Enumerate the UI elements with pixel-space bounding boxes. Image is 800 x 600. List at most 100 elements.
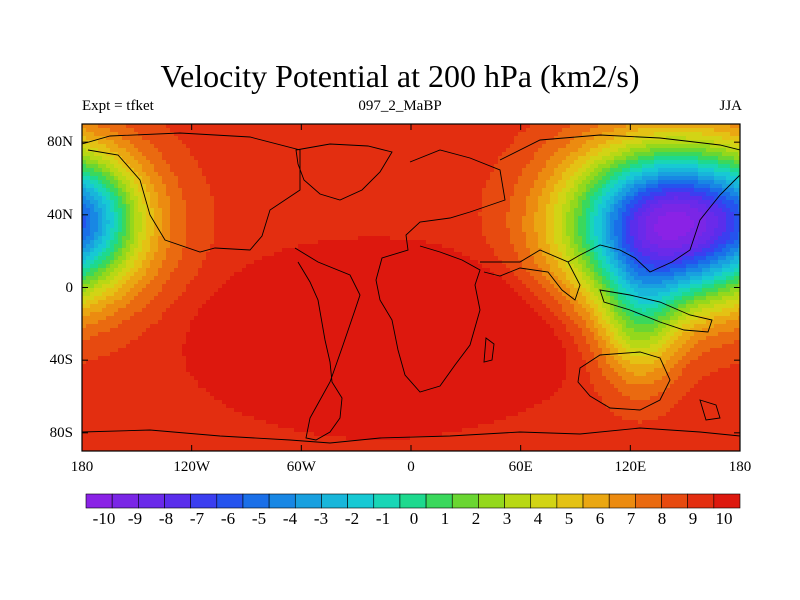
field-cell <box>570 188 575 193</box>
field-cell <box>574 136 579 141</box>
field-cell <box>146 156 151 161</box>
field-cell <box>362 148 367 153</box>
field-cell <box>654 152 659 157</box>
field-cell <box>330 232 335 237</box>
field-cell <box>414 156 419 161</box>
field-cell <box>446 132 451 137</box>
field-cell <box>250 180 255 185</box>
field-cell <box>210 224 215 229</box>
field-cell <box>666 188 671 193</box>
field-cell <box>454 240 459 245</box>
field-cell <box>610 124 615 129</box>
field-cell <box>678 148 683 153</box>
field-cell <box>734 240 739 245</box>
field-cell <box>650 236 655 241</box>
field-cell <box>262 208 267 213</box>
field-cell <box>202 240 207 245</box>
field-cell <box>658 216 663 221</box>
field-cell <box>530 156 535 161</box>
field-cell <box>662 152 667 157</box>
field-cell <box>722 168 727 173</box>
field-cell <box>366 172 371 177</box>
field-cell <box>234 184 239 189</box>
field-cell <box>306 176 311 181</box>
field-cell <box>562 184 567 189</box>
field-cell <box>254 168 259 173</box>
field-cell <box>646 156 651 161</box>
field-cell <box>494 220 499 225</box>
field-cell <box>614 128 619 133</box>
field-cell <box>174 216 179 221</box>
field-cell <box>414 132 419 137</box>
field-cell <box>386 220 391 225</box>
field-cell <box>210 128 215 133</box>
field-cell <box>486 224 491 229</box>
field-cell <box>438 220 443 225</box>
field-cell <box>614 212 619 217</box>
field-cell <box>450 128 455 133</box>
field-cell <box>470 216 475 221</box>
field-cell <box>174 132 179 137</box>
field-cell <box>738 160 740 165</box>
field-cell <box>266 124 271 129</box>
field-cell <box>378 124 383 129</box>
field-cell <box>578 220 583 225</box>
field-cell <box>154 140 159 145</box>
field-cell <box>82 124 87 129</box>
field-cell <box>122 176 127 181</box>
field-cell <box>334 188 339 193</box>
field-cell <box>230 240 235 245</box>
field-cell <box>486 148 491 153</box>
field-cell <box>358 136 363 141</box>
field-cell <box>630 128 635 133</box>
field-cell <box>378 180 383 185</box>
field-cell <box>474 232 479 237</box>
field-cell <box>354 228 359 233</box>
field-cell <box>178 240 183 245</box>
field-cell <box>622 156 627 161</box>
field-cell <box>670 228 675 233</box>
field-cell <box>278 136 283 141</box>
field-cell <box>266 204 271 209</box>
field-cell <box>254 176 259 181</box>
field-cell <box>258 152 263 157</box>
field-cell <box>310 168 315 173</box>
field-cell <box>242 228 247 233</box>
field-cell <box>150 240 155 245</box>
field-cell <box>586 232 591 237</box>
field-cell <box>322 160 327 165</box>
field-cell <box>194 164 199 169</box>
field-cell <box>486 216 491 221</box>
field-cell <box>738 200 740 205</box>
field-cell <box>674 144 679 149</box>
field-cell <box>506 212 511 217</box>
field-cell <box>230 200 235 205</box>
field-cell <box>190 164 195 169</box>
field-cell <box>282 156 287 161</box>
field-cell <box>110 164 115 169</box>
field-cell <box>298 192 303 197</box>
field-cell <box>366 128 371 133</box>
field-cell <box>382 160 387 165</box>
field-cell <box>406 180 411 185</box>
field-cell <box>390 232 395 237</box>
field-cell <box>738 128 740 133</box>
field-cell <box>542 240 547 245</box>
field-cell <box>458 144 463 149</box>
field-cell <box>274 136 279 141</box>
field-cell <box>366 140 371 145</box>
field-cell <box>422 224 427 229</box>
field-cell <box>518 180 523 185</box>
field-cell <box>590 188 595 193</box>
field-cell <box>610 172 615 177</box>
field-cell <box>618 168 623 173</box>
field-cell <box>702 180 707 185</box>
field-cell <box>206 124 211 129</box>
field-cell <box>82 168 87 173</box>
field-cell <box>86 160 91 165</box>
field-cell <box>182 224 187 229</box>
field-cell <box>594 180 599 185</box>
field-cell <box>226 192 231 197</box>
field-cell <box>246 184 251 189</box>
field-cell <box>622 144 627 149</box>
